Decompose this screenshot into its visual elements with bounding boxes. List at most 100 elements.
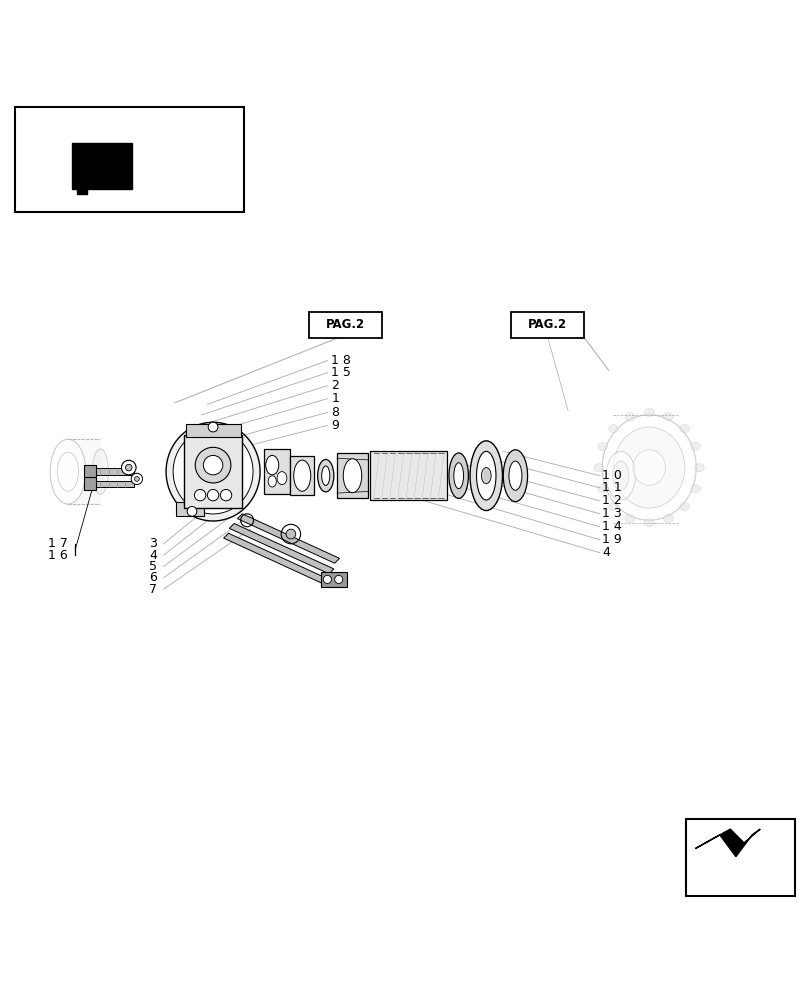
Bar bbox=[183, 435, 242, 508]
Ellipse shape bbox=[268, 476, 276, 487]
Text: 3: 3 bbox=[149, 537, 157, 550]
Ellipse shape bbox=[470, 441, 502, 511]
Bar bbox=[684, 819, 794, 896]
Ellipse shape bbox=[448, 453, 468, 498]
Text: 9: 9 bbox=[331, 419, 339, 432]
Text: PAG.2: PAG.2 bbox=[325, 318, 364, 331]
Ellipse shape bbox=[597, 485, 607, 493]
Polygon shape bbox=[78, 121, 94, 143]
Text: 4: 4 bbox=[602, 546, 609, 559]
Ellipse shape bbox=[187, 506, 196, 516]
Polygon shape bbox=[96, 468, 135, 475]
Ellipse shape bbox=[203, 455, 222, 475]
Text: 1 7: 1 7 bbox=[48, 537, 67, 550]
Ellipse shape bbox=[602, 415, 695, 520]
Ellipse shape bbox=[612, 461, 629, 490]
Ellipse shape bbox=[663, 514, 672, 523]
Ellipse shape bbox=[679, 425, 689, 433]
Polygon shape bbox=[223, 533, 327, 583]
Ellipse shape bbox=[690, 442, 700, 451]
Ellipse shape bbox=[690, 485, 700, 493]
Ellipse shape bbox=[624, 413, 634, 421]
Ellipse shape bbox=[608, 502, 618, 511]
Ellipse shape bbox=[178, 143, 204, 175]
Ellipse shape bbox=[29, 147, 41, 169]
Ellipse shape bbox=[606, 451, 635, 500]
Ellipse shape bbox=[453, 463, 463, 489]
Text: 7: 7 bbox=[149, 583, 157, 596]
Bar bbox=[185, 424, 240, 437]
Text: 1: 1 bbox=[331, 392, 339, 405]
Ellipse shape bbox=[323, 575, 331, 583]
Polygon shape bbox=[290, 456, 314, 495]
Ellipse shape bbox=[122, 460, 136, 475]
Ellipse shape bbox=[175, 142, 187, 150]
Polygon shape bbox=[72, 143, 132, 189]
Polygon shape bbox=[96, 481, 135, 487]
Polygon shape bbox=[337, 453, 367, 498]
Polygon shape bbox=[369, 451, 446, 500]
Polygon shape bbox=[51, 111, 234, 121]
Bar bbox=[15, 107, 243, 212]
Ellipse shape bbox=[220, 489, 231, 501]
Ellipse shape bbox=[285, 529, 295, 539]
Ellipse shape bbox=[185, 173, 196, 181]
Ellipse shape bbox=[693, 464, 703, 472]
Text: 1 3: 1 3 bbox=[602, 507, 621, 520]
Ellipse shape bbox=[58, 452, 79, 491]
Ellipse shape bbox=[503, 450, 527, 502]
Text: 6: 6 bbox=[149, 571, 157, 584]
Text: 1 6: 1 6 bbox=[48, 549, 67, 562]
Ellipse shape bbox=[334, 575, 342, 583]
Polygon shape bbox=[51, 198, 234, 208]
Ellipse shape bbox=[144, 139, 173, 178]
Ellipse shape bbox=[624, 514, 634, 523]
Polygon shape bbox=[77, 189, 87, 194]
Ellipse shape bbox=[50, 439, 86, 504]
Ellipse shape bbox=[613, 427, 684, 508]
Polygon shape bbox=[215, 113, 234, 207]
Text: 4: 4 bbox=[149, 549, 157, 562]
Ellipse shape bbox=[195, 167, 207, 175]
Ellipse shape bbox=[131, 473, 143, 485]
Ellipse shape bbox=[317, 459, 333, 492]
Ellipse shape bbox=[608, 425, 618, 433]
Ellipse shape bbox=[185, 137, 196, 145]
Ellipse shape bbox=[126, 464, 132, 471]
Bar bbox=[308, 312, 381, 338]
Ellipse shape bbox=[151, 147, 167, 170]
Text: 1 1: 1 1 bbox=[602, 481, 621, 494]
Ellipse shape bbox=[194, 489, 205, 501]
Polygon shape bbox=[84, 465, 96, 478]
Text: 1 8: 1 8 bbox=[331, 354, 351, 367]
Polygon shape bbox=[229, 524, 333, 574]
Ellipse shape bbox=[508, 461, 521, 490]
Ellipse shape bbox=[195, 447, 230, 483]
Text: 2: 2 bbox=[331, 379, 339, 392]
Polygon shape bbox=[237, 514, 339, 563]
Text: 1 0: 1 0 bbox=[602, 469, 621, 482]
Text: 8: 8 bbox=[331, 406, 339, 419]
Ellipse shape bbox=[663, 413, 672, 421]
Ellipse shape bbox=[679, 502, 689, 511]
Text: PAG.2: PAG.2 bbox=[528, 318, 567, 331]
Bar bbox=[511, 312, 584, 338]
Polygon shape bbox=[612, 415, 676, 523]
Ellipse shape bbox=[294, 460, 311, 491]
Text: 1 2: 1 2 bbox=[602, 494, 621, 507]
Polygon shape bbox=[51, 111, 234, 208]
Ellipse shape bbox=[207, 489, 218, 501]
Ellipse shape bbox=[175, 167, 187, 175]
Polygon shape bbox=[51, 113, 72, 207]
Ellipse shape bbox=[200, 155, 211, 163]
Text: 1 5: 1 5 bbox=[331, 366, 351, 379]
Text: 1 9: 1 9 bbox=[602, 533, 621, 546]
Bar bbox=[320, 572, 346, 587]
Ellipse shape bbox=[594, 464, 603, 472]
Ellipse shape bbox=[643, 408, 653, 417]
Ellipse shape bbox=[597, 442, 607, 451]
Polygon shape bbox=[67, 439, 101, 504]
Polygon shape bbox=[84, 477, 96, 490]
Ellipse shape bbox=[633, 450, 664, 485]
Ellipse shape bbox=[173, 429, 253, 514]
